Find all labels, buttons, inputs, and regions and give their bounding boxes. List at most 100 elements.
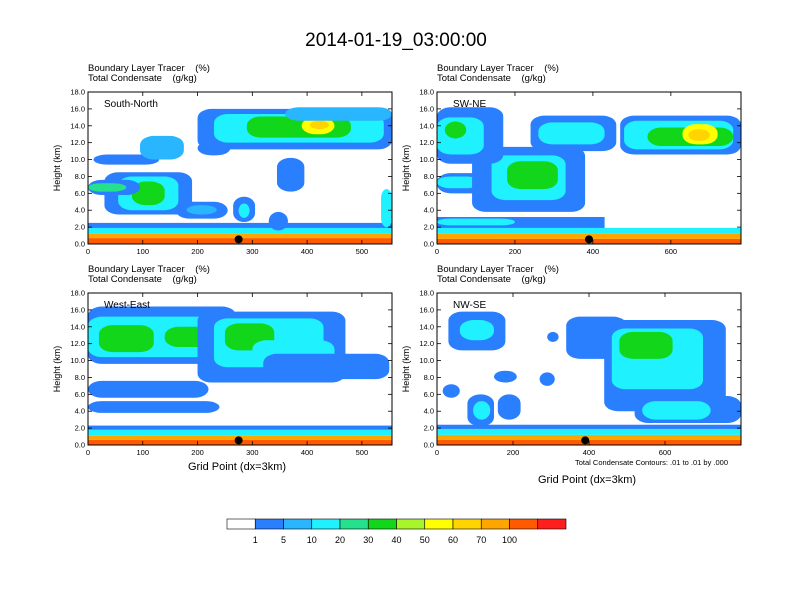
panel-4-y-axis-title: Height (km) [401,346,411,393]
colorbar-segment [339,518,369,530]
panel-2-y-tick-label: 6.0 [424,189,434,198]
panel-1-x-tick-label: 400 [301,247,314,256]
panel-1-y-tick-label: 6.0 [75,189,85,198]
panel-2-field-region [437,227,741,234]
colorbar-segment [396,518,426,530]
panel-4-x-tick-label: 600 [659,448,672,457]
panel-3-field-region [88,429,392,436]
panel-2-y-axis-title: Height (km) [401,145,411,192]
colorbar-label: 10 [307,535,317,545]
panel-2-y-tick-label: 8.0 [424,172,434,181]
panel-4-field-region [437,424,741,429]
panel-4-y-tick-label: 16.0 [419,305,434,314]
panel-3-field-region [88,380,209,398]
colorbar-segment [480,518,510,530]
panel-4-y-tick-label: 10.0 [419,356,434,365]
colorbar-label: 50 [420,535,430,545]
panel-3-y-tick-label: 0.0 [75,441,85,450]
panel-1-field-label-2: Total Condensate (g/kg) [88,73,197,84]
panel-3-x-tick-label: 200 [191,448,204,457]
colorbar-label: 30 [363,535,373,545]
panel-1-name: South-North [104,99,158,110]
colorbar-segment [226,518,256,530]
panel-4-field-region [642,401,711,420]
panel-4-y-tick-label: 14.0 [419,322,434,331]
panel-3-x-tick-label: 300 [246,448,259,457]
panel-1-field-region [285,107,392,121]
panel-2-y-tick-label: 18.0 [419,88,434,97]
colorbar-label: 20 [335,535,345,545]
panel-1-field-region [268,211,288,231]
panel-3-x-axis-title: Grid Point (dx=3km) [187,461,287,473]
panel-1-y-tick-label: 0.0 [75,240,85,249]
panel-1-field-region [140,135,184,160]
colorbar-label: 40 [391,535,401,545]
panel-1-frame [87,91,393,245]
panel-2-field-region [688,129,710,141]
panel-2-field-label-1: Boundary Layer Tracer (%) [437,63,559,74]
colorbar-label: 1 [253,535,258,545]
panel-3-y-axis-title: Height (km) [52,346,62,393]
panel-3-y-tick-label: 8.0 [75,373,85,382]
panel-3-field-region [88,401,220,413]
panel-4-y-tick-label: 4.0 [424,407,434,416]
panel-1-field-region [186,205,217,215]
panel-4-name: NW-SE [453,300,486,311]
colorbar-segment [283,518,313,530]
contour-note: Total Condensate Contours: .01 to .01 by… [575,458,729,467]
panel-4-y-tick-label: 0.0 [424,441,434,450]
colorbar-segment [452,518,482,530]
panel-4-x-tick-label: 0 [435,448,439,457]
panel-3-field-label-1: Boundary Layer Tracer (%) [88,264,210,275]
panel-3-y-tick-label: 12.0 [70,339,85,348]
panel-4-field-region [437,428,741,435]
panel-4-field-label-1: Boundary Layer Tracer (%) [437,264,559,275]
panel-3-x-tick-label: 0 [86,448,90,457]
panel-3-x-tick-label: 400 [301,448,314,457]
panel-2-y-tick-label: 2.0 [424,223,434,232]
panel-4-y-tick-label: 12.0 [419,339,434,348]
panel-1-field-region [93,154,160,165]
panel-4-y-tick-label: 8.0 [424,373,434,382]
colorbar-label: 60 [448,535,458,545]
panel-2-x-tick-label: 200 [509,247,522,256]
panel-4-y-tick-label: 18.0 [419,289,434,298]
panel-1-x-tick-label: 500 [356,247,369,256]
panel-4-location-marker [581,436,590,445]
panel-1-field-region [381,189,392,228]
panel-2-x-tick-label: 400 [587,247,600,256]
panel-3-y-tick-label: 4.0 [75,407,85,416]
panel-2-field-region [437,218,515,226]
panel-3-y-tick-label: 2.0 [75,424,85,433]
colorbar-segment [424,518,454,530]
panel-3-x-tick-label: 500 [356,448,369,457]
colorbar-label: 70 [476,535,486,545]
panel-2-name: SW-NE [453,99,486,110]
panel-1-field-region [88,183,127,192]
panel-2-location-marker [585,235,593,244]
panel-1-field-region [309,120,330,130]
panel-2-x-tick-label: 0 [435,247,439,256]
panel-4-field-region [494,370,517,383]
panel-2-y-tick-label: 10.0 [419,155,434,164]
panel-3-y-tick-label: 18.0 [70,289,85,298]
panel-1-y-tick-label: 12.0 [70,138,85,147]
colorbar-segment [254,518,284,530]
panel-4-field-region [539,372,555,386]
panel-2-y-tick-label: 12.0 [419,138,434,147]
figure-title: 2014-01-19_03:00:00 [305,30,487,51]
panel-3-field-region [98,325,154,353]
panel-1-field-region [238,203,250,218]
panel-3-y-tick-label: 10.0 [70,356,85,365]
panel-1-field-region [88,222,392,228]
panel-2-y-tick-label: 16.0 [419,104,434,113]
panel-2-field-region [437,176,480,189]
panel-1-field-label-1: Boundary Layer Tracer (%) [88,63,210,74]
panel-4-field-region [497,394,521,420]
panel-1-location-marker [234,235,243,244]
panel-4-field-region [473,401,491,420]
panel-1-x-tick-label: 100 [137,247,150,256]
colorbar-segment [311,518,341,530]
panel-3-x-tick-label: 100 [137,448,150,457]
